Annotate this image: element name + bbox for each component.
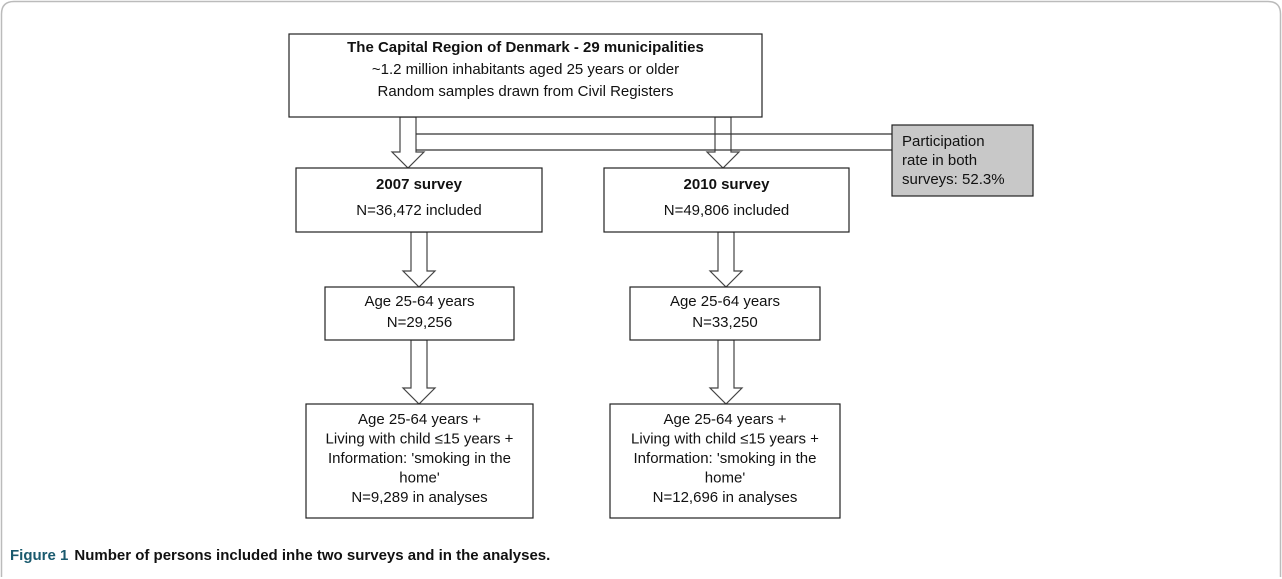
arrow [401, 339, 437, 405]
arrow [401, 231, 437, 288]
box-text: Living with child ≤15 years + [631, 430, 819, 447]
caption-text: Number of persons included inhe two surv… [74, 547, 550, 564]
box [609, 403, 841, 519]
box-text: Age 25-64 years [364, 293, 474, 310]
box-text: Age 25-64 years [670, 293, 780, 310]
flowchart [390, 116, 892, 405]
box-text: Information: 'smoking in the [634, 450, 817, 467]
box [603, 167, 850, 233]
box [288, 33, 763, 118]
caption-label: Figure 1 [10, 547, 68, 564]
box-text: Random samples drawn from Civil Register… [378, 83, 674, 100]
arrow [390, 116, 426, 169]
box-text: N=36,472 included [356, 202, 482, 219]
arrow [708, 339, 744, 405]
box-text: 2010 survey [684, 176, 771, 193]
box-text: surveys: 52.3% [902, 171, 1005, 188]
box-text: home' [705, 469, 746, 486]
box [891, 124, 1034, 197]
box-text: N=49,806 included [664, 202, 790, 219]
box-text: Age 25-64 years + [664, 411, 787, 428]
box-text: Participation [902, 133, 985, 150]
box-text: N=29,256 [387, 314, 452, 331]
box-text: N=9,289 in analyses [351, 489, 487, 506]
box-text: Information: 'smoking in the [328, 450, 511, 467]
caption: Figure 1 Number of persons included inhe … [10, 547, 550, 564]
box [324, 286, 515, 341]
box-text: N=12,696 in analyses [653, 489, 798, 506]
box-text: Age 25-64 years + [358, 411, 481, 428]
arrow [705, 116, 741, 169]
box-text: 2007 survey [376, 176, 463, 193]
box-text: home' [399, 469, 440, 486]
box-text: The Capital Region of Denmark - 29 munic… [347, 39, 704, 56]
arrow [708, 231, 744, 288]
box [629, 286, 821, 341]
box-text: Living with child ≤15 years + [326, 430, 514, 447]
box-text: ~1.2 million inhabitants aged 25 years o… [372, 61, 679, 78]
box-text: N=33,250 [692, 314, 757, 331]
box [295, 167, 543, 233]
box [305, 403, 534, 519]
box-text: rate in both [902, 152, 977, 169]
